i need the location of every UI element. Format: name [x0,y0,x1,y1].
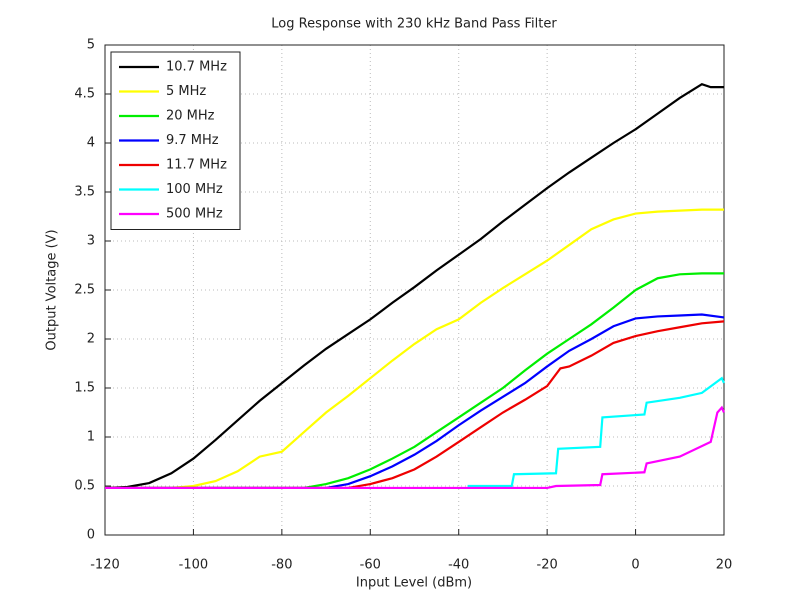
x-tick-label: -80 [271,558,292,573]
data-line [467,376,726,488]
chart-title: Log Response with 230 kHz Band Pass Filt… [271,17,557,32]
legend-label: 20 MHz [166,109,215,124]
data-line [105,208,724,490]
x-axis-label: Input Level (dBm) [356,576,472,591]
legend-label: 10.7 MHz [166,60,227,75]
data-line [104,82,724,490]
data-line [105,313,725,490]
plot-frame [104,44,725,536]
y-tick-label: 0.5 [74,479,95,494]
y-tick-label: 2 [87,332,95,347]
y-tick-label: 3 [87,234,95,249]
data-line [105,320,725,490]
legend-label: 500 MHz [166,207,223,222]
x-tick-label: -40 [448,558,469,573]
legend: 10.7 MHz 5 MHz 20 MHz 9.7 MHz 11.7 MHz 100 MH… [110,51,241,230]
x-tick-label: -120 [90,558,120,573]
x-tick-label: 20 [716,558,733,573]
y-axis-label: Output Voltage (V) [45,229,60,350]
x-tick-label: -100 [179,558,209,573]
x-tick-label: 0 [631,558,639,573]
y-tick-label: 5 [87,38,95,53]
y-tick-label: 2.5 [74,283,95,298]
legend-label: 5 MHz [166,84,206,99]
x-tick-label: -20 [537,558,558,573]
y-tick-label: 0 [87,528,95,543]
x-tick-label: -60 [360,558,381,573]
y-tick-label: 1.5 [74,381,95,396]
legend-label: 9.7 MHz [166,133,219,148]
data-line [105,405,726,490]
y-tick-label: 4.5 [74,87,95,102]
data-line [105,272,724,490]
y-tick-label: 3.5 [74,185,95,200]
y-tick-label: 1 [87,430,95,445]
legend-label: 100 MHz [166,182,223,197]
legend-label: 11.7 MHz [166,158,227,173]
y-tick-label: 4 [87,136,95,151]
